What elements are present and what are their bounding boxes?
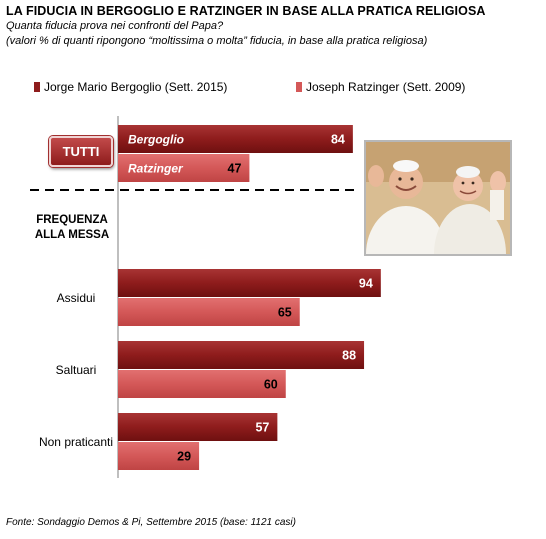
data-label-bergoglio-assidui: 94 bbox=[359, 277, 373, 291]
category-label-saltuari: Saltuari bbox=[56, 363, 97, 377]
section-label-line1: FREQUENZA bbox=[36, 214, 108, 226]
legend-swatch-bergoglio bbox=[34, 82, 40, 92]
legend-swatch-ratzinger bbox=[296, 82, 302, 92]
data-label-bergoglio-non-praticanti: 57 bbox=[255, 421, 269, 435]
chart-footer-source: Fonte: Sondaggio Demos & Pi, Settembre 2… bbox=[6, 517, 296, 528]
tutti-badge: TUTTI bbox=[49, 136, 113, 167]
data-label-ratzinger-assidui: 65 bbox=[278, 306, 292, 320]
bar-bergoglio-tutti bbox=[118, 125, 353, 153]
bar-ratzinger-assidui bbox=[118, 298, 300, 326]
data-label-ratzinger-tutti: 47 bbox=[228, 162, 242, 176]
category-label-assidui: Assidui bbox=[57, 291, 96, 305]
data-label-bergoglio-saltuari: 88 bbox=[342, 349, 356, 363]
bar-bergoglio-non-praticanti bbox=[118, 413, 278, 441]
bar-ratzinger-saltuari bbox=[118, 370, 286, 398]
chart-title: LA FIDUCIA IN BERGOGLIO E RATZINGER IN B… bbox=[6, 4, 486, 18]
chart-subtitle-note: (valori % di quanti ripongono “moltissim… bbox=[6, 35, 428, 47]
series-inline-label-ratzinger: Ratzinger bbox=[128, 162, 184, 176]
bar-ratzinger-non-praticanti bbox=[118, 442, 200, 470]
data-label-ratzinger-non-praticanti: 29 bbox=[177, 450, 191, 464]
popes-photo-illustration bbox=[366, 142, 510, 254]
bar-bergoglio-saltuari bbox=[118, 341, 365, 369]
bars-group: 84 Bergoglio 47 Ratzinger 94 65 Assidui 88 60 Sal… bbox=[39, 125, 381, 470]
legend-item-bergoglio: Jorge Mario Bergoglio (Sett. 2015) bbox=[34, 80, 227, 94]
series-inline-label-bergoglio: Bergoglio bbox=[128, 133, 184, 147]
legend-label-bergoglio: Jorge Mario Bergoglio (Sett. 2015) bbox=[44, 80, 228, 94]
category-label-non-praticanti: Non praticanti bbox=[39, 435, 113, 449]
chart-subtitle-question: Quanta fiducia prova nei confronti del P… bbox=[6, 20, 224, 32]
data-label-ratzinger-saltuari: 60 bbox=[264, 378, 278, 392]
legend-label-ratzinger: Joseph Ratzinger (Sett. 2009) bbox=[306, 80, 466, 94]
popes-photo bbox=[364, 140, 512, 256]
bar-ratzinger-tutti bbox=[118, 154, 250, 182]
section-label-line2: ALLA MESSA bbox=[35, 229, 109, 241]
bar-bergoglio-assidui bbox=[118, 269, 381, 297]
legend-item-ratzinger: Joseph Ratzinger (Sett. 2009) bbox=[296, 80, 465, 94]
data-label-bergoglio-tutti: 84 bbox=[331, 133, 345, 147]
